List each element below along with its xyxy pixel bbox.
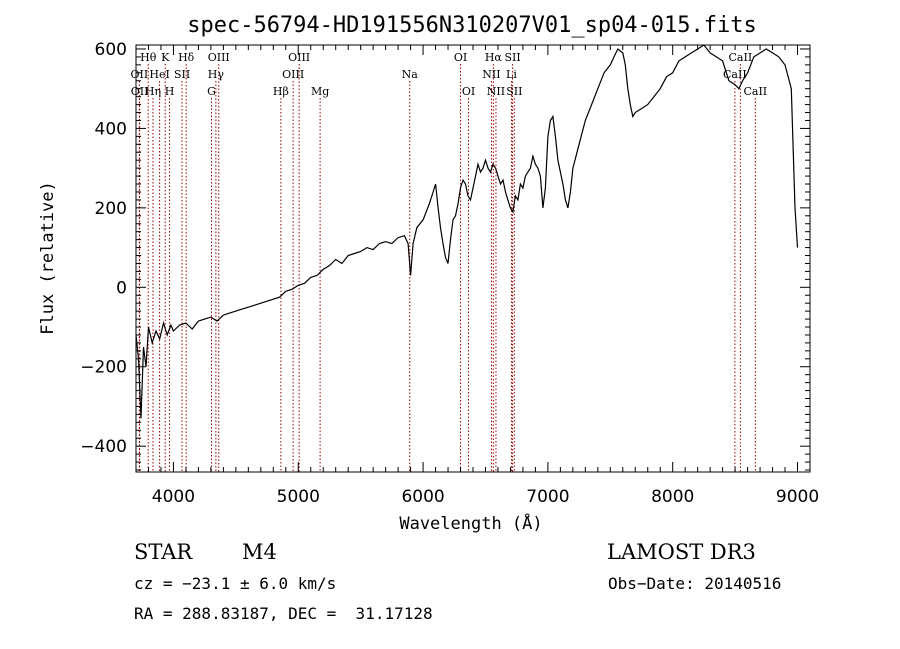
y-tick-label: −200 (80, 358, 127, 378)
spectral-line-label: OIII (282, 68, 304, 81)
y-tick-label: 600 (95, 40, 127, 60)
spectrum-line (135, 44, 799, 419)
x-axis-title: Wavelength (Å) (399, 512, 542, 534)
spectral-line-label: OIII (208, 51, 230, 64)
object-class: STAR (134, 540, 193, 564)
y-tick-label: −400 (80, 437, 127, 457)
spectral-line-label: Mg (311, 85, 329, 98)
spectral-line-label: SII (174, 68, 190, 81)
spectral-line-label: Na (402, 68, 419, 81)
spectral-line-label: Hγ (208, 68, 225, 81)
sky-coordinates: RA = 288.83187, DEC = 31.17128 (134, 604, 433, 623)
spectral-line-label: Hβ (273, 85, 289, 98)
spectral-line-label: OI (462, 85, 475, 98)
spectral-line-label: Li (506, 68, 517, 81)
spectral-line-label: HeI (149, 68, 169, 81)
y-tick-label: 400 (95, 119, 127, 139)
spectral-line-label: OI (454, 51, 467, 64)
plot-frame (135, 44, 811, 473)
axis-ticks: 4000 5000 6000 7000 8000 9000 −400 −200 0 200 400 6… (80, 40, 819, 507)
y-tick-label: 200 (95, 199, 127, 219)
spectral-line-label: Hα (485, 51, 503, 64)
x-tick-label: 6000 (401, 487, 444, 507)
spectral-line-label: K (161, 51, 170, 64)
observation-date: Obs−Date: 20140516 (608, 574, 782, 593)
survey-name: LAMOST DR3 (607, 540, 756, 564)
x-tick-label: 4000 (152, 487, 195, 507)
spectral-line-label: OII (131, 85, 149, 98)
spectral-line-label: SII (504, 51, 520, 64)
object-subclass: M4 (242, 540, 277, 564)
spectral-line-label: NII (487, 85, 505, 98)
x-tick-label: 7000 (526, 487, 569, 507)
redshift-cz: cz = −23.1 ± 6.0 km/s (134, 574, 337, 593)
y-tick-label: 0 (116, 278, 127, 298)
x-tick-label: 8000 (651, 487, 694, 507)
spectral-line-label: CaII (729, 51, 753, 64)
spectral-line-label: OII (131, 68, 149, 81)
spectral-line-label: Hη (145, 85, 161, 98)
spectral-line-label: OIII (288, 51, 310, 64)
spectral-line-label: NII (482, 68, 500, 81)
spectral-line-label: SII (506, 85, 522, 98)
chart-title: spec-56794-HD191556N310207V01_sp04-015.f… (187, 13, 757, 38)
spectral-line-markers (138, 64, 756, 472)
x-tick-label: 5000 (277, 487, 320, 507)
spectral-line-label: H (165, 85, 175, 98)
spectral-line-label: CaII (743, 85, 767, 98)
spectral-line-label: CaII (723, 68, 747, 81)
spectral-line-label: G (207, 85, 216, 98)
spectral-line-label: Hθ (140, 51, 157, 64)
y-axis-title: Flux (relative) (38, 181, 58, 335)
spectral-line-label: Hδ (178, 51, 195, 64)
x-tick-label: 9000 (776, 487, 819, 507)
